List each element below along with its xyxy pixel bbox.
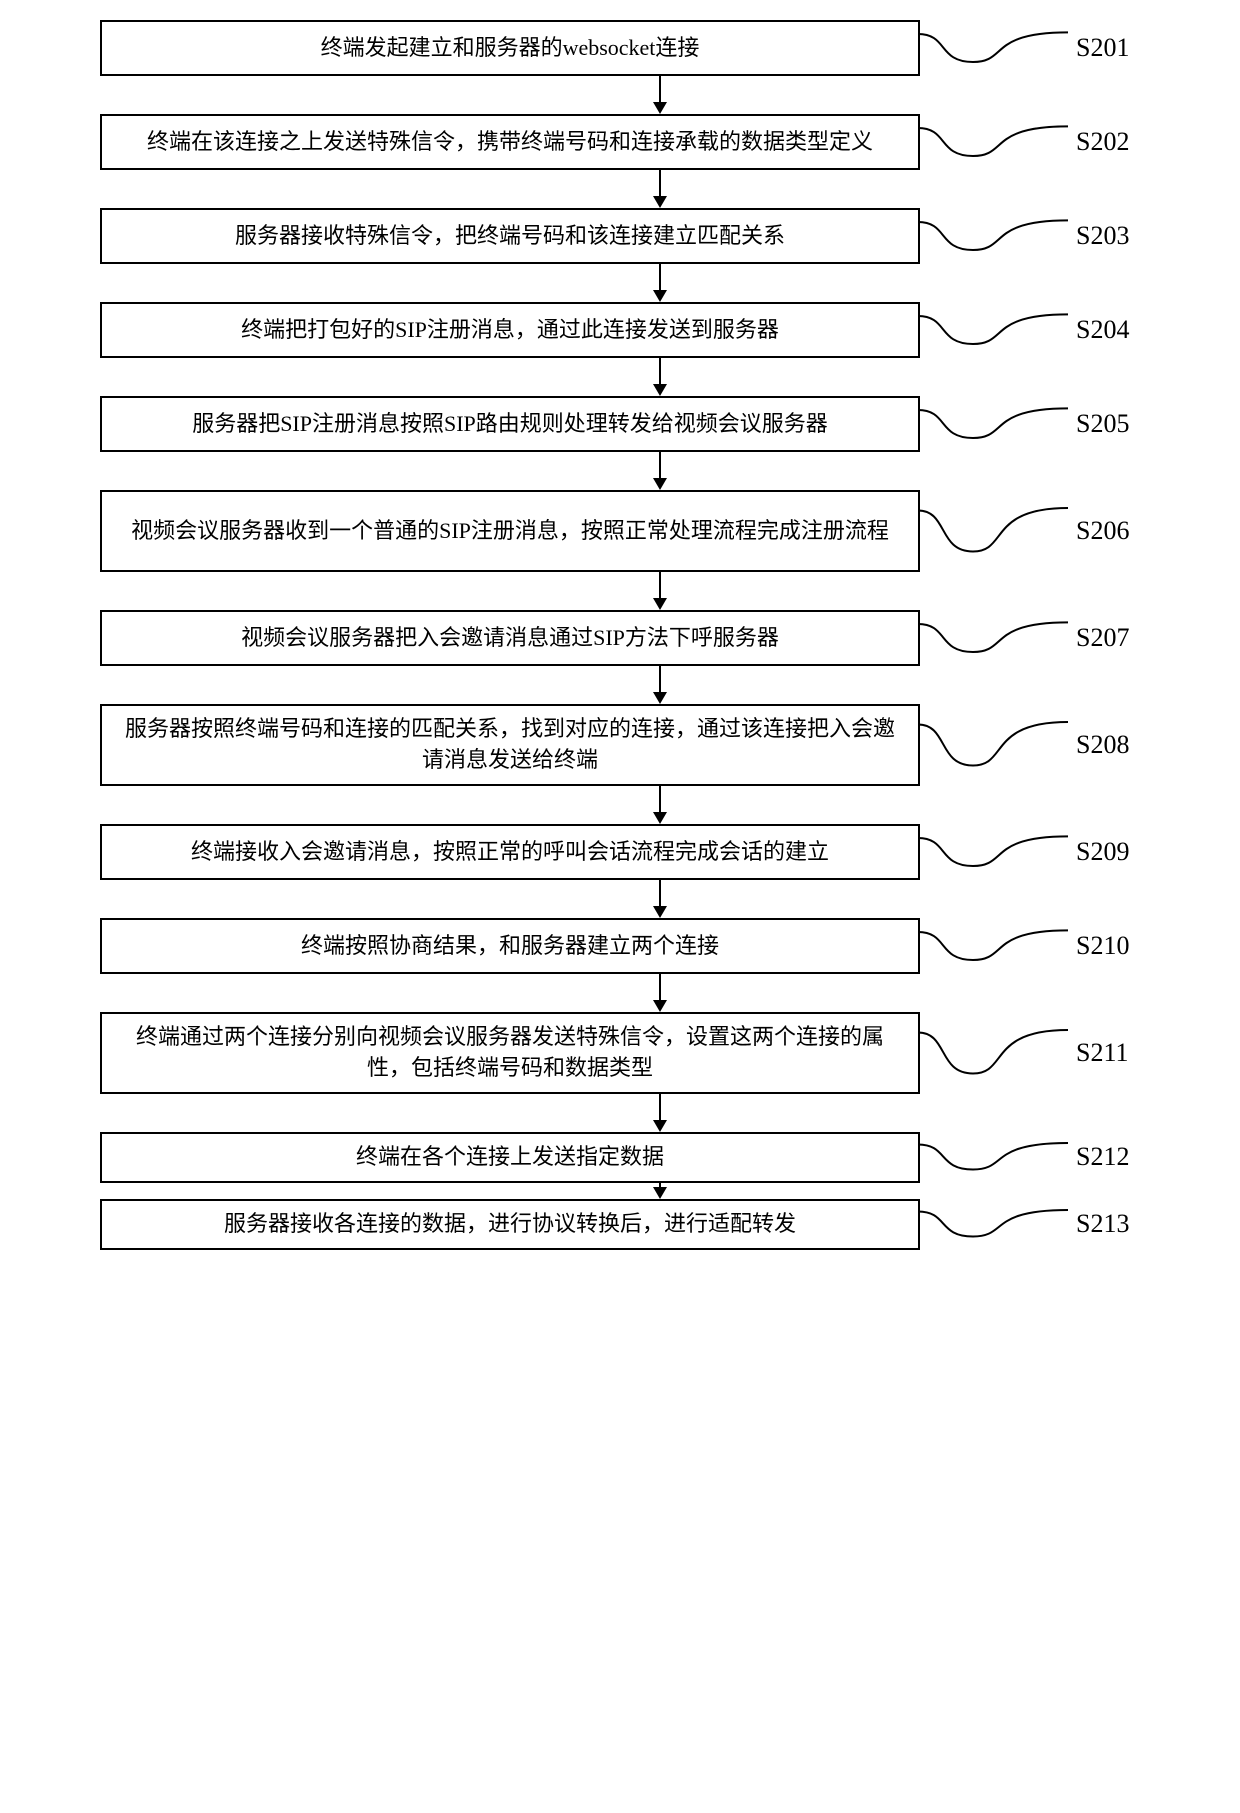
flow-row: 终端通过两个连接分别向视频会议服务器发送特殊信令，设置这两个连接的属性，包括终端… xyxy=(20,1012,1220,1094)
flow-row: 终端在该连接之上发送特殊信令，携带终端号码和连接承载的数据类型定义 S202 xyxy=(20,114,1220,170)
step-id-label: S208 xyxy=(1076,730,1129,760)
flow-arrow-down xyxy=(250,1094,1070,1132)
flow-step-box: 服务器把SIP注册消息按照SIP路由规则处理转发给视频会议服务器 xyxy=(100,396,920,452)
step-connector xyxy=(918,610,1068,666)
flow-row: 终端接收入会邀请消息，按照正常的呼叫会话流程完成会话的建立 S209 xyxy=(20,824,1220,880)
flow-arrow-down xyxy=(250,880,1070,918)
flow-row: 服务器接收特殊信令，把终端号码和该连接建立匹配关系 S203 xyxy=(20,208,1220,264)
step-id-label: S204 xyxy=(1076,315,1129,345)
flow-row: 终端发起建立和服务器的websocket连接 S201 xyxy=(20,20,1220,76)
flow-arrow-down xyxy=(250,1183,1070,1199)
flow-arrow-down xyxy=(250,76,1070,114)
flow-arrow-down xyxy=(250,572,1070,610)
step-id-label: S211 xyxy=(1076,1038,1129,1068)
flow-row: 服务器按照终端号码和连接的匹配关系，找到对应的连接，通过该连接把入会邀请消息发送… xyxy=(20,704,1220,786)
flow-arrow-down xyxy=(250,170,1070,208)
step-id-label: S207 xyxy=(1076,623,1129,653)
step-id-label: S205 xyxy=(1076,409,1129,439)
flow-arrow-down xyxy=(250,666,1070,704)
flow-step-box: 服务器按照终端号码和连接的匹配关系，找到对应的连接，通过该连接把入会邀请消息发送… xyxy=(100,704,920,786)
step-connector xyxy=(918,824,1068,880)
flow-arrow-down xyxy=(250,974,1070,1012)
flow-step-box: 视频会议服务器收到一个普通的SIP注册消息，按照正常处理流程完成注册流程 xyxy=(100,490,920,572)
step-connector xyxy=(918,490,1068,572)
step-connector xyxy=(918,302,1068,358)
step-connector xyxy=(918,208,1068,264)
step-connector xyxy=(918,918,1068,974)
flow-arrow-down xyxy=(250,786,1070,824)
step-connector xyxy=(918,20,1068,76)
step-id-label: S201 xyxy=(1076,33,1129,63)
step-id-label: S206 xyxy=(1076,516,1129,546)
flow-step-box: 终端通过两个连接分别向视频会议服务器发送特殊信令，设置这两个连接的属性，包括终端… xyxy=(100,1012,920,1094)
step-connector xyxy=(918,704,1068,786)
flow-step-box: 服务器接收各连接的数据，进行协议转换后，进行适配转发 xyxy=(100,1199,920,1250)
flow-step-box: 终端接收入会邀请消息，按照正常的呼叫会话流程完成会话的建立 xyxy=(100,824,920,880)
flow-step-box: 服务器接收特殊信令，把终端号码和该连接建立匹配关系 xyxy=(100,208,920,264)
step-id-label: S210 xyxy=(1076,931,1129,961)
step-connector xyxy=(918,1199,1068,1249)
flow-step-box: 终端按照协商结果，和服务器建立两个连接 xyxy=(100,918,920,974)
step-id-label: S209 xyxy=(1076,837,1129,867)
flow-row: 服务器接收各连接的数据，进行协议转换后，进行适配转发 S213 xyxy=(20,1199,1220,1250)
flow-row: 终端按照协商结果，和服务器建立两个连接 S210 xyxy=(20,918,1220,974)
flow-arrow-down xyxy=(250,358,1070,396)
step-id-label: S212 xyxy=(1076,1142,1129,1172)
flow-step-box: 终端在各个连接上发送指定数据 xyxy=(100,1132,920,1183)
step-connector xyxy=(918,114,1068,170)
step-id-label: S213 xyxy=(1076,1209,1129,1239)
flow-row: 视频会议服务器把入会邀请消息通过SIP方法下呼服务器 S207 xyxy=(20,610,1220,666)
step-connector xyxy=(918,396,1068,452)
step-connector xyxy=(918,1132,1068,1182)
flow-step-box: 终端把打包好的SIP注册消息，通过此连接发送到服务器 xyxy=(100,302,920,358)
flow-row: 终端把打包好的SIP注册消息，通过此连接发送到服务器 S204 xyxy=(20,302,1220,358)
flow-row: 服务器把SIP注册消息按照SIP路由规则处理转发给视频会议服务器 S205 xyxy=(20,396,1220,452)
flow-row: 终端在各个连接上发送指定数据 S212 xyxy=(20,1132,1220,1183)
step-id-label: S202 xyxy=(1076,127,1129,157)
flow-row: 视频会议服务器收到一个普通的SIP注册消息，按照正常处理流程完成注册流程 S20… xyxy=(20,490,1220,572)
flow-step-box: 视频会议服务器把入会邀请消息通过SIP方法下呼服务器 xyxy=(100,610,920,666)
flowchart-container: 终端发起建立和服务器的websocket连接 S201 终端在该连接之上发送特殊… xyxy=(20,20,1220,1250)
step-id-label: S203 xyxy=(1076,221,1129,251)
flow-arrow-down xyxy=(250,452,1070,490)
flow-step-box: 终端发起建立和服务器的websocket连接 xyxy=(100,20,920,76)
flow-arrow-down xyxy=(250,264,1070,302)
step-connector xyxy=(918,1012,1068,1094)
flow-step-box: 终端在该连接之上发送特殊信令，携带终端号码和连接承载的数据类型定义 xyxy=(100,114,920,170)
